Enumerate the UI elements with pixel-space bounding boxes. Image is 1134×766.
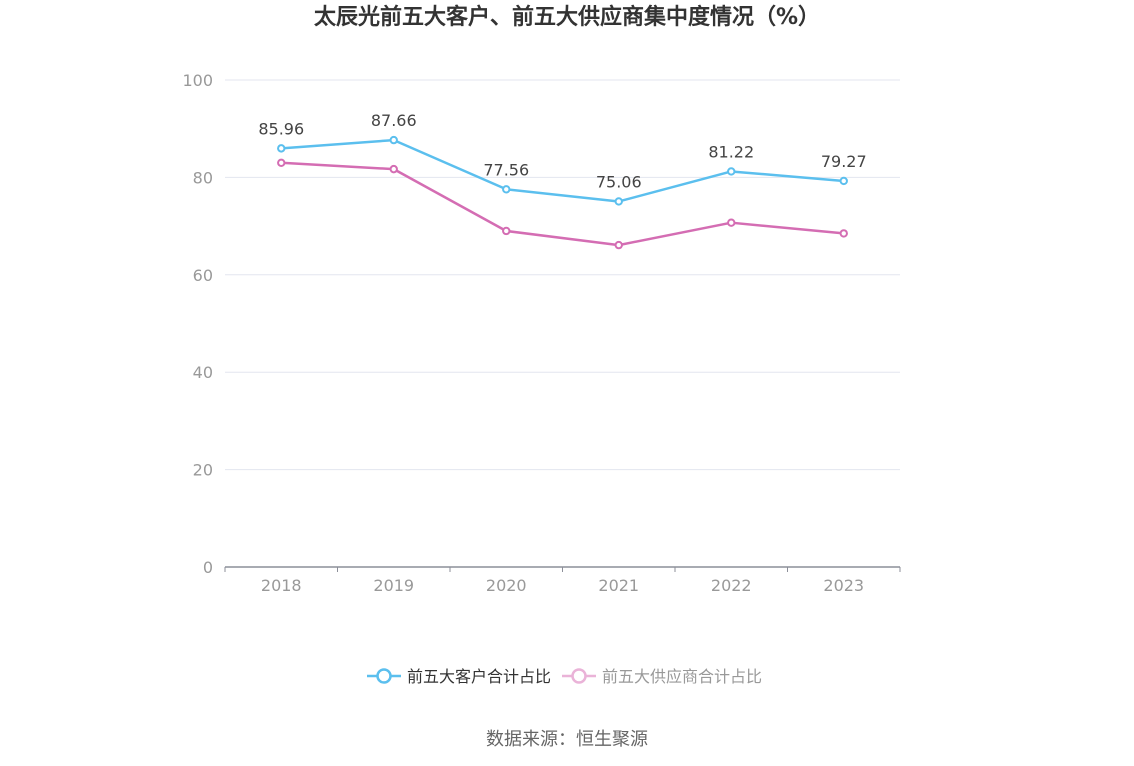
data-label: 79.27 xyxy=(821,152,867,171)
series-line xyxy=(281,161,844,247)
y-tick-label: 60 xyxy=(193,266,213,285)
legend-swatch-marker xyxy=(376,668,392,684)
legend-label: 前五大客户合计占比 xyxy=(407,667,551,686)
source-note: 数据来源：恒生聚源 xyxy=(486,729,648,750)
data-point xyxy=(727,167,736,176)
x-tick-label: 2023 xyxy=(823,576,864,595)
data-point xyxy=(277,144,286,153)
series-line xyxy=(281,138,844,203)
data-point xyxy=(614,240,623,250)
axes: 0 20 40 60 80 100 2018 2019 2020 2021 2022 2023 xyxy=(182,71,901,595)
legend-item: 前五大供应商合计占比 xyxy=(562,667,762,686)
legend: 前五大客户合计占比 前五大供应商合计占比 xyxy=(367,667,762,686)
data-point xyxy=(389,164,398,174)
data-point xyxy=(502,226,511,236)
data-label: 75.06 xyxy=(596,172,642,191)
legend-item: 前五大客户合计占比 xyxy=(367,667,551,686)
chart-title: 太辰光前五大客户、前五大供应商集中度情况（%） xyxy=(313,5,821,30)
x-tick-label: 2018 xyxy=(261,576,302,595)
data-point xyxy=(727,218,736,227)
data-label: 87.66 xyxy=(371,111,417,130)
data-point xyxy=(389,135,398,145)
data-label: 77.56 xyxy=(483,160,529,179)
data-point xyxy=(839,176,848,186)
data-label: 81.22 xyxy=(708,142,754,161)
data-point xyxy=(502,185,511,194)
data-label: 85.96 xyxy=(258,119,304,138)
y-tick-label: 0 xyxy=(203,558,213,577)
legend-swatch-marker xyxy=(571,668,587,684)
x-tick-label: 2020 xyxy=(486,576,527,595)
data-labels: 85.96 87.66 77.56 75.06 81.22 79.27 xyxy=(258,111,866,191)
grid-lines xyxy=(225,79,900,471)
y-tick-label: 100 xyxy=(182,71,213,90)
x-tick-label: 2021 xyxy=(598,576,639,595)
y-tick-label: 80 xyxy=(193,168,213,187)
data-point xyxy=(277,158,286,167)
legend-label: 前五大供应商合计占比 xyxy=(602,667,762,686)
data-point xyxy=(614,197,623,206)
x-tick-label: 2022 xyxy=(711,576,752,595)
series-lines xyxy=(277,135,848,250)
data-point xyxy=(839,229,848,238)
x-tick-label: 2019 xyxy=(373,576,414,595)
y-tick-label: 20 xyxy=(193,461,213,480)
y-tick-label: 40 xyxy=(193,363,213,382)
